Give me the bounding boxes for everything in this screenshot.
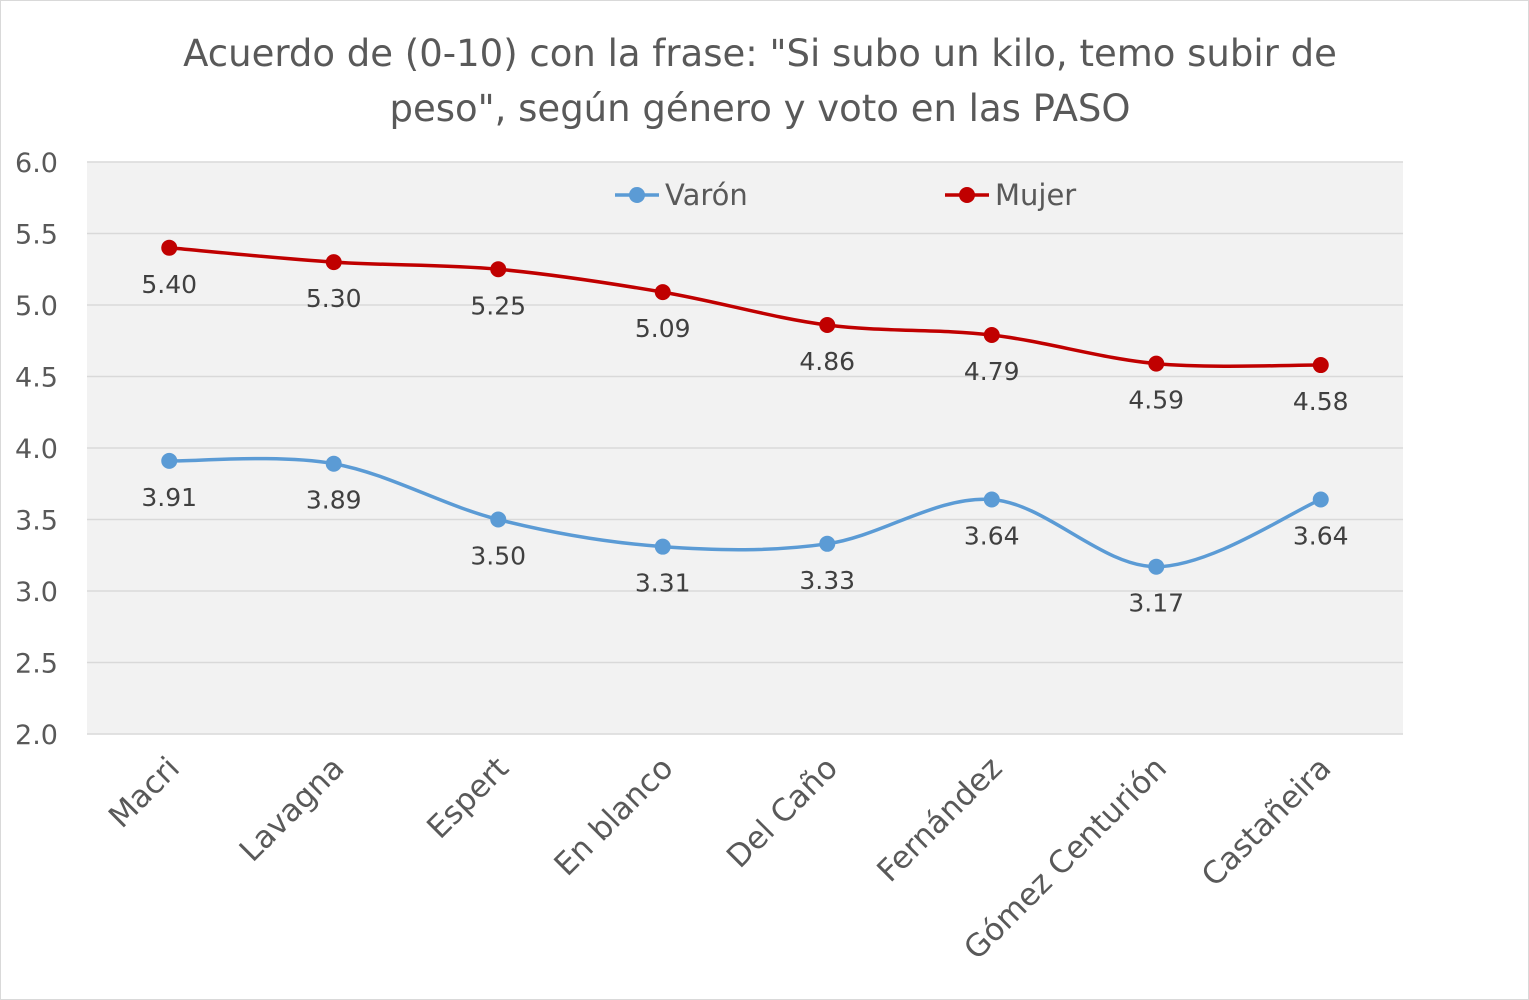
series-line: [167, 246, 1323, 368]
x-tick-label: Fernández: [870, 750, 1009, 889]
data-point: [819, 535, 836, 552]
data-label: 3.89: [306, 486, 362, 515]
data-label: 5.25: [470, 291, 526, 320]
x-tick-label: Lavagna: [233, 750, 352, 869]
data-point: [161, 452, 178, 469]
legend-item: Mujer: [945, 178, 1076, 212]
series-0: 3.91 3.89 3.50 3.31 3.33 3.64 3.17 3.64: [141, 452, 1349, 618]
x-tick-label: En blanco: [547, 750, 680, 883]
y-tick-label: 2.5: [15, 649, 58, 680]
data-point: [654, 284, 671, 301]
data-label: 3.33: [799, 566, 855, 595]
chart-title: Acuerdo de (0-10) con la frase: "Si subo…: [183, 32, 1337, 130]
data-label: 5.30: [306, 284, 362, 313]
x-tick-label: Macri: [102, 750, 187, 835]
data-label: 4.86: [799, 347, 855, 376]
data-label: 3.64: [1293, 521, 1349, 550]
data-point: [654, 538, 671, 555]
data-point: [325, 254, 342, 271]
data-label: 4.59: [1128, 386, 1184, 415]
data-label: 3.17: [1128, 589, 1184, 618]
data-label: 3.50: [470, 542, 526, 571]
legend-marker: [959, 187, 975, 203]
data-point: [1312, 491, 1329, 508]
data-point: [490, 511, 507, 528]
y-tick-label: 5.0: [15, 291, 58, 322]
y-tick-label: 4.0: [15, 434, 58, 465]
y-tick-label: 6.0: [15, 148, 58, 179]
data-label: 4.58: [1293, 387, 1349, 416]
data-label: 4.79: [964, 357, 1020, 386]
series-line: [167, 456, 1323, 569]
y-tick-label: 4.5: [15, 363, 58, 394]
y-tick-label: 3.5: [15, 506, 58, 537]
data-point: [983, 491, 1000, 508]
data-label: 3.64: [964, 521, 1020, 550]
data-label: 3.91: [141, 483, 197, 512]
data-point: [161, 239, 178, 256]
y-tick-label: 2.0: [15, 720, 58, 751]
data-point: [983, 327, 1000, 344]
data-point: [819, 317, 836, 334]
legend-item: Varón: [615, 178, 748, 212]
legend: Varón Mujer: [615, 178, 1076, 212]
data-label: 3.31: [635, 569, 691, 598]
data-point: [490, 261, 507, 278]
x-axis-ticks: Macri Lavagna Espert En blanco Del Caño Ferná…: [102, 750, 1338, 967]
legend-label: Varón: [665, 178, 748, 212]
x-tick-label: Del Caño: [720, 750, 845, 875]
data-label: 5.09: [635, 314, 691, 343]
gridlines: [87, 161, 1403, 735]
x-tick-label: Castañeira: [1195, 750, 1339, 894]
legend-label: Mujer: [995, 178, 1076, 212]
y-tick-label: 5.5: [15, 220, 58, 251]
series-1: 5.40 5.30 5.25 5.09 4.86 4.79 4.59 4.58: [141, 239, 1349, 416]
y-tick-label: 3.0: [15, 577, 58, 608]
data-point: [325, 455, 342, 472]
legend-marker: [629, 187, 645, 203]
x-tick-label: Espert: [420, 750, 516, 846]
data-point: [1312, 357, 1329, 374]
series-layer: 3.91 3.89 3.50 3.31 3.33 3.64 3.17 3.64 5.40 5.30…: [141, 239, 1349, 618]
data-point: [1148, 355, 1165, 372]
data-label: 5.40: [141, 270, 197, 299]
y-axis-ticks: 2.0 2.5 3.0 3.5 4.0 4.5 5.0 5.5 6.0: [15, 148, 58, 751]
data-point: [1148, 558, 1165, 575]
